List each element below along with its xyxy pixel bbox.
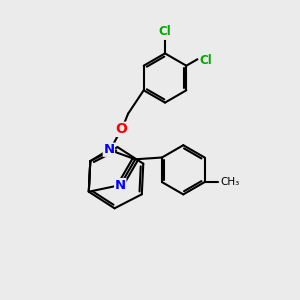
Text: Cl: Cl — [200, 54, 212, 68]
Text: O: O — [116, 122, 128, 136]
Text: N: N — [103, 143, 115, 156]
Text: CH₃: CH₃ — [220, 177, 239, 187]
Text: N: N — [115, 178, 126, 192]
Text: Cl: Cl — [159, 25, 171, 38]
